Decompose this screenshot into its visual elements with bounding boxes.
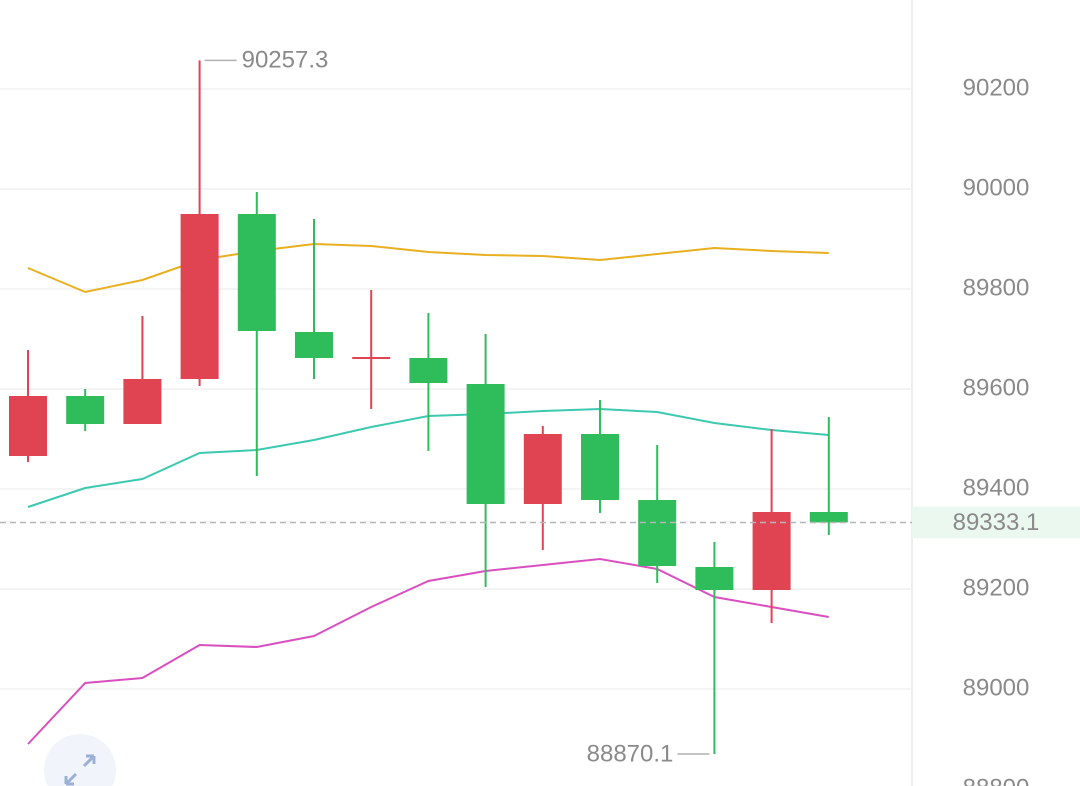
- candle-body: [466, 384, 505, 504]
- low-label: 88870.1: [587, 740, 674, 767]
- y-tick-label: 89200: [963, 574, 1030, 601]
- candle-body: [409, 358, 448, 383]
- band-line: [27, 557, 829, 745]
- expand-button[interactable]: [44, 734, 116, 786]
- candle-body: [123, 379, 162, 424]
- y-tick-label: 89000: [963, 674, 1030, 701]
- candle-body: [752, 512, 791, 590]
- candle-body: [9, 396, 47, 456]
- y-tick-label: 90000: [963, 174, 1030, 201]
- candle-body: [523, 434, 562, 504]
- expand-button-bg[interactable]: [44, 734, 116, 786]
- candle-body: [180, 214, 219, 379]
- y-tick-label: 89600: [963, 374, 1030, 401]
- candle-body: [352, 357, 391, 359]
- candle-body: [638, 500, 677, 566]
- candle-body: [66, 396, 105, 424]
- candle-body: [809, 512, 848, 523]
- candle-body: [581, 434, 619, 500]
- candle-body: [695, 567, 734, 590]
- expand-icon[interactable]: [64, 754, 96, 786]
- current-price-box: [912, 506, 1080, 539]
- y-tick-label: 88800: [963, 774, 1030, 786]
- candle-body: [237, 214, 276, 331]
- y-tick-label: 90200: [963, 74, 1030, 101]
- high-label: 90257.3: [242, 47, 329, 74]
- band-line: [27, 242, 829, 294]
- candle-body: [295, 332, 333, 358]
- current-price-label: 89333.1: [953, 509, 1040, 536]
- y-tick-label: 89800: [963, 274, 1030, 301]
- y-tick-label: 89400: [963, 474, 1030, 501]
